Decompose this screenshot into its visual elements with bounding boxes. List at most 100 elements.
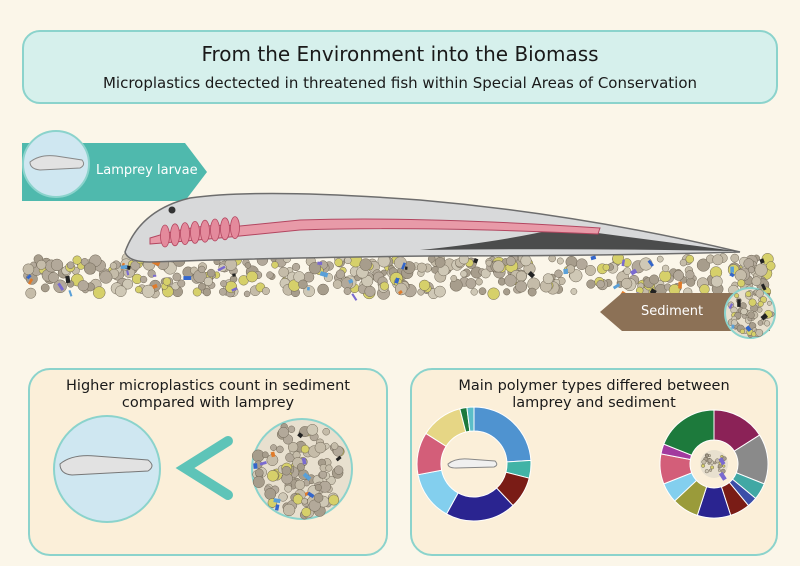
sediment-grain — [515, 270, 527, 282]
sediment-grain — [696, 258, 710, 272]
sediment-grain — [298, 279, 308, 290]
microplastic-fragment — [231, 287, 238, 292]
sediment-grain — [596, 280, 605, 289]
sediment-grain — [492, 260, 505, 273]
sediment-grain — [335, 269, 346, 279]
sediment-grain — [135, 285, 143, 294]
sediment-grain — [122, 278, 134, 290]
count-panel-title-line2: compared with lamprey — [121, 395, 295, 411]
sediment-grain — [334, 258, 343, 267]
sediment-grain — [520, 255, 532, 267]
microplastic-fragment — [232, 273, 236, 277]
microplastic-fragment — [317, 261, 323, 265]
microplastic-fragment — [630, 268, 638, 276]
sediment-grain — [40, 283, 50, 293]
sediment-grain — [203, 276, 213, 286]
microplastic-fragment — [319, 271, 329, 278]
microplastic-fragment — [120, 265, 128, 270]
sediment-grain — [685, 270, 695, 280]
sediment-grain — [734, 293, 740, 299]
sediment-grain — [699, 284, 710, 295]
sediment-grain — [503, 288, 511, 296]
polymer-panel-title-line1: Main polymer types differed between — [458, 378, 730, 394]
sediment-grain — [673, 270, 684, 281]
sediment-grain — [434, 257, 446, 268]
microplastic-fragment — [729, 272, 735, 278]
lamprey-thumb-icon — [29, 155, 85, 171]
polymer-panel: Main polymer types differed between lamp… — [410, 368, 778, 556]
sediment-grain — [66, 261, 75, 269]
sediment-thumb-particles — [727, 289, 775, 338]
sediment-grain — [266, 271, 274, 279]
sediment-grain — [766, 300, 772, 306]
sediment-grain — [740, 307, 748, 316]
microplastic-fragment — [647, 259, 654, 267]
sediment-grain — [742, 314, 747, 319]
gill-pouch — [200, 219, 210, 243]
lamprey-eye — [168, 206, 176, 214]
sediment-grain — [656, 255, 664, 263]
sediment-grain — [766, 261, 776, 271]
sediment-grain — [308, 262, 322, 275]
sediment-grain — [219, 287, 227, 296]
microplastic-fragment — [306, 286, 310, 291]
sediment-grain — [487, 287, 500, 300]
sediment-grain — [480, 268, 491, 279]
sediment-grain — [380, 281, 389, 291]
sediment-grain — [751, 276, 762, 287]
gill-pouch — [180, 222, 190, 246]
sediment-grain — [202, 288, 211, 297]
sediment-grain — [470, 288, 478, 296]
sediment-grain — [527, 287, 537, 297]
sediment-grain — [220, 280, 228, 288]
microplastic-fragment — [126, 270, 130, 276]
microplastic-fragment — [563, 268, 569, 275]
sediment-grain — [748, 298, 757, 307]
sediment-grain — [198, 265, 206, 274]
microplastic-fragment — [26, 274, 32, 280]
lamprey-tag-label: Lamprey larvae — [96, 163, 198, 178]
sediment-grain — [198, 282, 206, 291]
sediment-grain — [679, 259, 688, 267]
microplastic-fragment — [183, 276, 192, 280]
page-title: From the Environment into the Biomass — [201, 42, 599, 66]
sediment-grain — [418, 279, 431, 291]
sediment-grain — [25, 287, 37, 299]
sediment-grain — [542, 273, 554, 285]
sediment-grain — [764, 320, 771, 327]
sediment-grain — [246, 270, 258, 283]
sediment-grain — [576, 258, 588, 270]
sediment-grain — [48, 272, 59, 283]
sediment-grain — [115, 285, 127, 297]
sediment-grain — [243, 290, 251, 298]
microplastic-fragment — [730, 266, 735, 273]
sediment-grain — [661, 264, 670, 273]
microplastic-fragment — [612, 283, 621, 290]
sediment-grain — [141, 284, 155, 298]
sediment-grain — [317, 283, 329, 296]
count-comparison-panel: Higher microplastics count in sediment c… — [28, 368, 388, 556]
gill-pouch — [230, 216, 240, 240]
sediment-grain — [343, 287, 352, 295]
gill-pouch — [190, 220, 200, 244]
microplastic-fragment — [621, 259, 626, 267]
sediment-grain — [434, 285, 446, 298]
sediment-grain — [139, 275, 148, 284]
sediment-grain — [757, 320, 764, 326]
gill-pouch — [170, 223, 180, 247]
sediment-grain — [747, 311, 755, 319]
sediment-grain — [506, 256, 516, 267]
sediment-grain — [686, 277, 696, 287]
microplastic-fragment — [153, 274, 157, 277]
sediment-grain — [172, 272, 182, 282]
microplastic-fragment — [398, 290, 403, 295]
microplastic-fragment — [760, 313, 769, 321]
sediment-grain — [359, 258, 372, 271]
sediment-grain — [261, 287, 270, 295]
sediment-grain — [72, 255, 82, 265]
sediment-grain — [554, 269, 563, 278]
sediment-grain — [710, 275, 723, 288]
microplastic-fragment — [68, 290, 73, 297]
microplastic-fragment — [404, 266, 408, 270]
